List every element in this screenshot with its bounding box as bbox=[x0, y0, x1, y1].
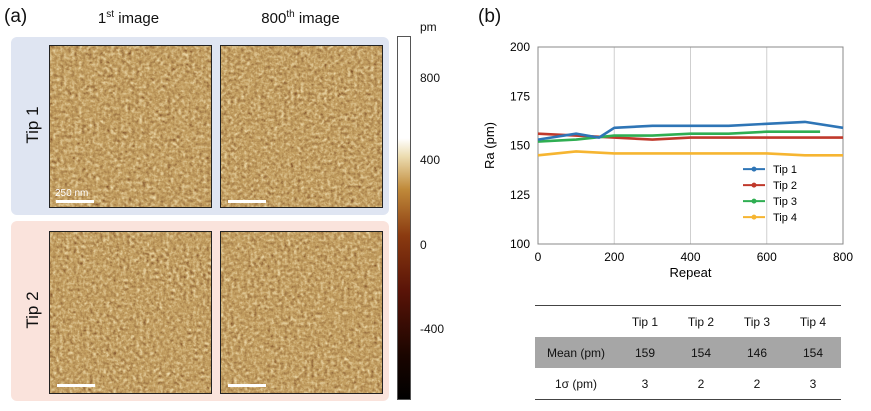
y-tick-label: 150 bbox=[510, 139, 530, 153]
table-cell: Mean (pm) bbox=[546, 345, 605, 360]
x-tick-label: 400 bbox=[680, 250, 700, 264]
colorbar bbox=[397, 36, 411, 400]
legend-marker bbox=[751, 166, 757, 172]
stats-table: Tip 1 Tip 2 Tip 3 Tip 4 Mean (pm) 159 15… bbox=[535, 306, 841, 399]
table-bottom-rule bbox=[535, 399, 841, 400]
table-header-cell: Tip 1 bbox=[631, 314, 659, 329]
tip1-row-label: Tip 1 bbox=[23, 106, 42, 144]
legend-label: Tip 2 bbox=[773, 180, 797, 192]
x-tick-label: 800 bbox=[833, 250, 853, 264]
afm-texture bbox=[50, 46, 211, 207]
colorbar-tick-minus-400: -400 bbox=[420, 322, 445, 336]
afm-image-tip1-800th bbox=[220, 45, 383, 208]
y-tick-label: 100 bbox=[510, 237, 530, 251]
y-tick-label: 175 bbox=[510, 89, 530, 103]
afm-image-tip2-800th bbox=[220, 231, 383, 394]
table-cell: 154 bbox=[802, 345, 824, 360]
table-top-rule bbox=[535, 305, 841, 306]
y-axis-label: Ra (pm) bbox=[482, 122, 497, 169]
colorbar-tick-400: 400 bbox=[420, 153, 441, 167]
table-cell: 159 bbox=[634, 345, 656, 360]
table-cell: 3 bbox=[809, 376, 817, 391]
table-cell: 1σ (pm) bbox=[554, 376, 598, 391]
legend-marker bbox=[751, 198, 757, 204]
column-title-800th-image: 800th image bbox=[261, 9, 340, 27]
colorbar-tick-0: 0 bbox=[420, 238, 427, 252]
scale-bar bbox=[57, 384, 95, 387]
table-header-cell: Tip 2 bbox=[687, 314, 715, 329]
series-line-tip-4 bbox=[537, 150, 843, 157]
panel-b-label: (b) bbox=[478, 6, 502, 27]
table-header-cell bbox=[535, 306, 617, 337]
ra-line-chart: 0 200 400 600 800 100 125 150 175 200 Repeat Ra (pm… bbox=[482, 40, 853, 280]
x-tick-label: 600 bbox=[757, 250, 777, 264]
legend-label: Tip 1 bbox=[773, 164, 797, 176]
table-cell: 146 bbox=[746, 345, 768, 360]
afm-image-tip2-first bbox=[49, 231, 212, 394]
x-tick-label: 200 bbox=[604, 250, 624, 264]
colorbar-unit-label: pm bbox=[420, 20, 437, 34]
table-header-row: Tip 1 Tip 2 Tip 3 Tip 4 bbox=[535, 306, 841, 337]
series-line-tip-3 bbox=[537, 130, 821, 143]
table-cell: 2 bbox=[697, 376, 705, 391]
legend-marker bbox=[751, 214, 757, 220]
tip2-row-label: Tip 2 bbox=[23, 291, 42, 329]
plot-frame bbox=[537, 46, 844, 245]
scale-bar bbox=[56, 200, 94, 203]
panel-a-label: (a) bbox=[4, 6, 28, 27]
colorbar-tick-800: 800 bbox=[420, 71, 441, 85]
table-header-cell: Tip 4 bbox=[799, 314, 827, 329]
table-cell: 3 bbox=[641, 376, 649, 391]
stats-table-wrapper: Tip 1 Tip 2 Tip 3 Tip 4 Mean (pm) 159 15… bbox=[535, 305, 841, 400]
x-axis-label: Repeat bbox=[670, 265, 712, 280]
column-title-first-image: 1st image bbox=[97, 9, 160, 27]
y-tick-label: 125 bbox=[510, 188, 530, 202]
afm-image-tip1-first bbox=[49, 45, 212, 208]
scale-bar bbox=[228, 384, 266, 387]
legend-label: Tip 4 bbox=[773, 212, 797, 224]
afm-texture bbox=[221, 232, 382, 393]
scale-bar-label: 250 nm bbox=[55, 188, 89, 199]
legend-marker bbox=[751, 182, 757, 188]
series-line-tip-1 bbox=[537, 120, 844, 141]
table-row: Mean (pm) 159 154 146 154 bbox=[535, 337, 841, 368]
table-cell: 2 bbox=[753, 376, 761, 391]
x-tick-label: 0 bbox=[535, 250, 542, 264]
table-header-cell: Tip 3 bbox=[743, 314, 771, 329]
afm-texture bbox=[221, 46, 382, 207]
scale-bar bbox=[228, 200, 266, 203]
y-tick-label: 200 bbox=[510, 40, 530, 54]
table-cell: 154 bbox=[690, 345, 712, 360]
table-row: 1σ (pm) 3 2 2 3 bbox=[535, 368, 841, 399]
afm-texture bbox=[50, 232, 211, 393]
legend-label: Tip 3 bbox=[773, 196, 797, 208]
